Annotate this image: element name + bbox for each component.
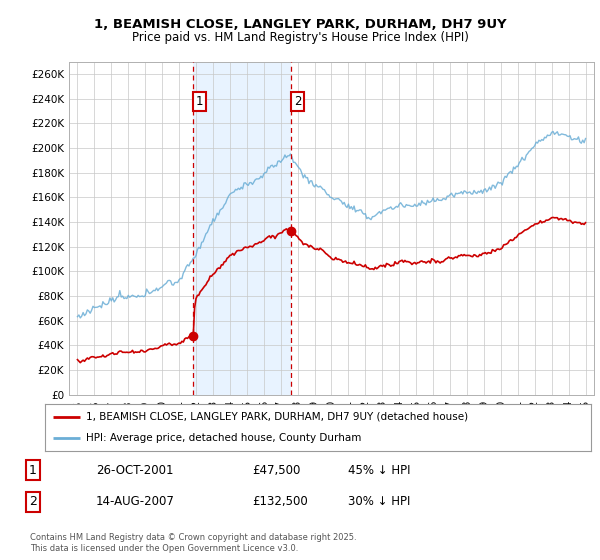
- Text: HPI: Average price, detached house, County Durham: HPI: Average price, detached house, Coun…: [86, 433, 361, 444]
- Text: 26-OCT-2001: 26-OCT-2001: [96, 464, 173, 477]
- Text: 1: 1: [196, 95, 203, 108]
- Bar: [193, 62, 291, 395]
- Text: 2: 2: [29, 496, 37, 508]
- Text: 45% ↓ HPI: 45% ↓ HPI: [348, 464, 410, 477]
- Text: 1, BEAMISH CLOSE, LANGLEY PARK, DURHAM, DH7 9UY (detached house): 1, BEAMISH CLOSE, LANGLEY PARK, DURHAM, …: [86, 412, 468, 422]
- Text: £47,500: £47,500: [252, 464, 301, 477]
- Text: 30% ↓ HPI: 30% ↓ HPI: [348, 496, 410, 508]
- Text: Price paid vs. HM Land Registry's House Price Index (HPI): Price paid vs. HM Land Registry's House …: [131, 31, 469, 44]
- Text: 1, BEAMISH CLOSE, LANGLEY PARK, DURHAM, DH7 9UY: 1, BEAMISH CLOSE, LANGLEY PARK, DURHAM, …: [94, 18, 506, 31]
- Text: Contains HM Land Registry data © Crown copyright and database right 2025.
This d: Contains HM Land Registry data © Crown c…: [30, 533, 356, 553]
- Text: 2: 2: [294, 95, 301, 108]
- Text: £132,500: £132,500: [252, 496, 308, 508]
- Text: 14-AUG-2007: 14-AUG-2007: [96, 496, 175, 508]
- Text: 1: 1: [29, 464, 37, 477]
